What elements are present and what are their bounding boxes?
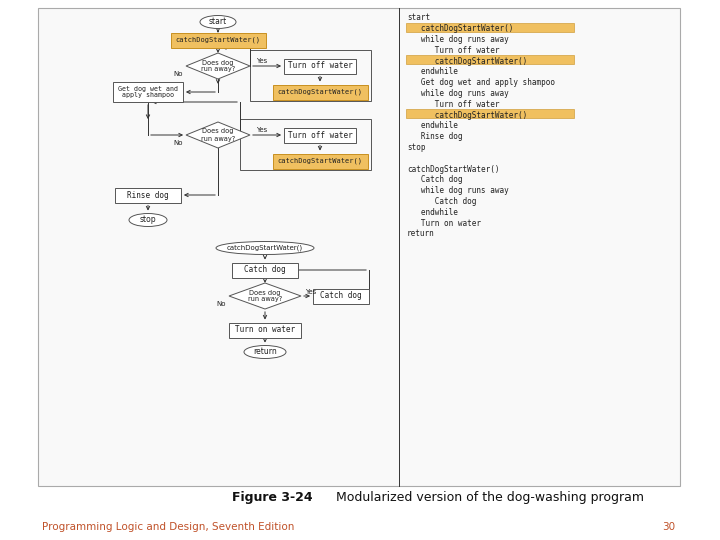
Text: Turn off water: Turn off water <box>407 100 500 109</box>
FancyBboxPatch shape <box>284 127 356 143</box>
Text: catchDogStartWater(): catchDogStartWater() <box>407 111 527 120</box>
Text: while dog runs away: while dog runs away <box>407 89 509 98</box>
Text: Catch dog: Catch dog <box>407 197 477 206</box>
Text: Modularized version of the dog-washing program: Modularized version of the dog-washing p… <box>333 490 644 503</box>
Text: Turn off water: Turn off water <box>287 62 352 71</box>
Text: catchDogStartWater(): catchDogStartWater() <box>227 245 303 251</box>
Text: while dog runs away: while dog runs away <box>407 186 509 195</box>
Polygon shape <box>186 122 250 148</box>
Text: catchDogStartWater(): catchDogStartWater() <box>277 158 362 164</box>
Text: Does dog
run away?: Does dog run away? <box>201 59 235 72</box>
Text: Catch dog: Catch dog <box>407 176 462 185</box>
Text: Yes: Yes <box>256 127 268 133</box>
Text: 30: 30 <box>662 522 675 532</box>
Text: No: No <box>216 301 226 307</box>
FancyBboxPatch shape <box>229 322 301 338</box>
FancyBboxPatch shape <box>115 187 181 202</box>
Text: Yes: Yes <box>256 58 268 64</box>
Text: while dog runs away: while dog runs away <box>407 35 509 44</box>
FancyBboxPatch shape <box>406 55 574 64</box>
Text: stop: stop <box>407 143 426 152</box>
Text: Catch dog: Catch dog <box>320 292 362 300</box>
Text: Turn off water: Turn off water <box>287 131 352 139</box>
Text: endwhile: endwhile <box>407 208 458 217</box>
Text: Yes: Yes <box>305 289 317 295</box>
Text: Does dog
run away?: Does dog run away? <box>248 289 282 302</box>
Text: Turn off water: Turn off water <box>407 46 500 55</box>
Polygon shape <box>186 53 250 79</box>
FancyBboxPatch shape <box>272 153 367 168</box>
Text: Turn on water: Turn on water <box>235 326 295 334</box>
FancyBboxPatch shape <box>406 109 574 118</box>
FancyBboxPatch shape <box>171 32 266 48</box>
Ellipse shape <box>200 16 236 29</box>
FancyBboxPatch shape <box>272 84 367 99</box>
Text: Turn on water: Turn on water <box>407 219 481 228</box>
Text: return: return <box>407 230 435 239</box>
FancyBboxPatch shape <box>313 288 369 303</box>
Text: Figure 3-24: Figure 3-24 <box>232 490 312 503</box>
FancyBboxPatch shape <box>406 23 574 32</box>
Text: return: return <box>253 348 277 356</box>
Text: endwhile: endwhile <box>407 68 458 77</box>
Text: No: No <box>174 71 183 77</box>
FancyBboxPatch shape <box>38 8 680 486</box>
Text: Rinse dog: Rinse dog <box>407 132 462 141</box>
Text: Programming Logic and Design, Seventh Edition: Programming Logic and Design, Seventh Ed… <box>42 522 294 532</box>
Text: catchDogStartWater(): catchDogStartWater() <box>176 37 261 43</box>
Text: catchDogStartWater(): catchDogStartWater() <box>407 165 500 174</box>
FancyBboxPatch shape <box>232 262 298 278</box>
Text: start: start <box>407 14 430 23</box>
Text: Get dog wet and apply shampoo: Get dog wet and apply shampoo <box>407 78 555 87</box>
Text: Catch dog: Catch dog <box>244 266 286 274</box>
Text: No: No <box>174 140 183 146</box>
Text: catchDogStartWater(): catchDogStartWater() <box>407 24 513 33</box>
Text: start: start <box>209 17 227 26</box>
FancyBboxPatch shape <box>284 58 356 73</box>
Text: catchDogStartWater(): catchDogStartWater() <box>407 57 527 66</box>
Ellipse shape <box>244 346 286 359</box>
Text: Rinse dog: Rinse dog <box>127 191 168 199</box>
Text: catchDogStartWater(): catchDogStartWater() <box>277 89 362 95</box>
Text: stop: stop <box>140 215 156 225</box>
Polygon shape <box>229 283 301 309</box>
Text: Does dog
run away?: Does dog run away? <box>201 129 235 141</box>
Ellipse shape <box>216 241 314 254</box>
Text: Get dog wet and
apply shampoo: Get dog wet and apply shampoo <box>118 85 178 98</box>
Text: endwhile: endwhile <box>407 122 458 131</box>
FancyBboxPatch shape <box>113 82 183 102</box>
Ellipse shape <box>129 213 167 226</box>
